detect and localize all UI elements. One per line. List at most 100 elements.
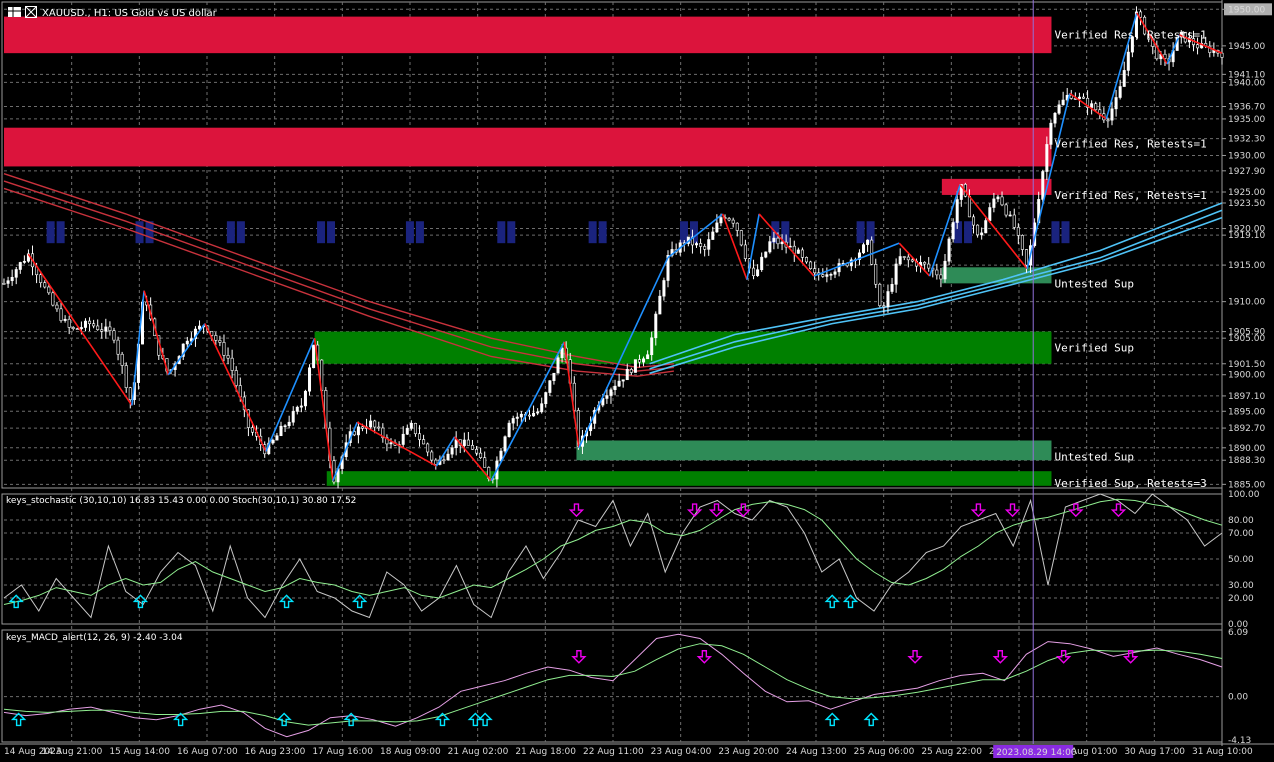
chart-table-icon[interactable] [8,7,21,17]
zone-label: Verified Res, Retests=1 [1054,29,1206,42]
candle-body [6,280,10,284]
candle-body [381,427,385,439]
macd-series-line [3,633,1223,738]
session-block [226,221,235,244]
buy-signal-arrow-icon [10,712,27,727]
candle-body [1020,235,1024,250]
time-tick-label: 23 Aug 04:00 [651,747,712,757]
sell-signal-arrow-icon [696,650,713,664]
candle-body [291,411,295,423]
candle-body [1090,103,1094,108]
candle-body [1134,11,1138,38]
time-tick-label: 30 Aug 17:00 [1124,747,1185,757]
candle-body [112,330,116,341]
candle-body [14,269,18,278]
candle-body [536,411,540,414]
candle-body [283,425,287,428]
zone-label: Verified Res, Retests=1 [1054,189,1206,202]
sell-signal-arrow-icon [1055,650,1072,664]
candle-body [389,442,393,445]
zigzag-segment [721,213,748,280]
price-tick-label: 1910.00 [1228,298,1265,308]
crosshair-price-box [1224,3,1272,16]
stoch-tick-label: 30.00 [1228,581,1254,591]
candle-body [552,372,556,381]
candle-body [556,357,560,374]
price-tick-label: 1940.00 [1228,78,1265,88]
price-tick-label: 1950.00 [1228,5,1265,15]
buy-signal-arrow-icon [824,594,840,609]
zone-label: Verified Sup [1054,342,1133,355]
candle-body [1053,112,1057,124]
candle-body [1220,52,1224,58]
time-tick-label: 23 Aug 20:00 [718,747,779,757]
candle-body [731,219,735,224]
candle-body [515,416,519,419]
price-tick-label: 1927.90 [1228,167,1265,177]
candle-body [695,243,699,246]
price-tick-label: 1941.10 [1228,70,1265,80]
candle-body [218,340,222,343]
stochastic-label: keys_stochastic (30,10,10) 16.83 15.43 0… [6,496,356,506]
candle-body [39,274,43,283]
ma-blue-line [649,216,1223,375]
buy-signal-arrow-icon [824,712,840,727]
candle-body [629,369,633,373]
candle-body [26,253,30,262]
candle-body [650,337,654,356]
candle-body [434,459,438,465]
buy-signal-arrow-icon [842,594,859,609]
candle-body [772,237,776,242]
session-block [964,221,973,244]
candle-body [1163,53,1167,59]
candle-body [308,367,312,392]
candle-body [511,418,515,424]
candle-body [984,220,988,234]
price-tick-label: 1919.10 [1228,231,1265,241]
candle-body [988,207,992,221]
candle-body [503,436,507,452]
session-block [317,221,326,244]
price-tick-label: 1932.30 [1228,135,1265,145]
session-block [56,221,65,244]
candle-body [943,260,947,280]
session-block [46,221,55,244]
candle-body [43,282,47,288]
zigzag-segment [167,323,206,376]
price-tick-label: 1901.50 [1228,360,1265,370]
price-tick-label: 1936.70 [1228,103,1265,113]
candle-body [739,230,743,246]
session-block [135,221,144,244]
price-tick-label: 1897.10 [1228,392,1265,402]
price-tick-label: 1885.00 [1228,480,1265,490]
zigzag-segment [332,421,358,481]
candle-body [637,359,641,363]
candle-body [825,274,829,277]
candle-body [882,305,886,308]
candle-body [234,370,238,386]
candle-body [275,435,279,441]
sell-signal-arrow-icon [907,650,923,664]
stoch-tick-label: 50.00 [1228,555,1254,565]
candle-body [250,427,254,433]
candle-body [462,439,466,446]
candle-body [923,262,927,265]
chart-title: XAUUSD., H1: US Gold vs US dollar [8,6,218,19]
candle-body [809,261,813,269]
candle-body [405,428,409,435]
candle-body [377,426,381,429]
candle-body [198,325,202,330]
time-tick-label: 25 Aug 22:00 [921,747,982,757]
chart-close-icon[interactable] [25,6,37,18]
session-block [866,221,875,244]
candle-body [662,280,666,297]
zigzag-segment [578,257,669,449]
candle-body [1045,144,1049,172]
zigzag-segment [928,184,961,277]
crosshair-time-label: 2023.08.29 14:00 [996,748,1077,758]
candle-body [866,239,870,245]
time-tick-label: 15 Aug 14:00 [109,747,170,757]
candle-body [67,318,71,328]
sell-signal-arrow-icon [1110,503,1127,518]
